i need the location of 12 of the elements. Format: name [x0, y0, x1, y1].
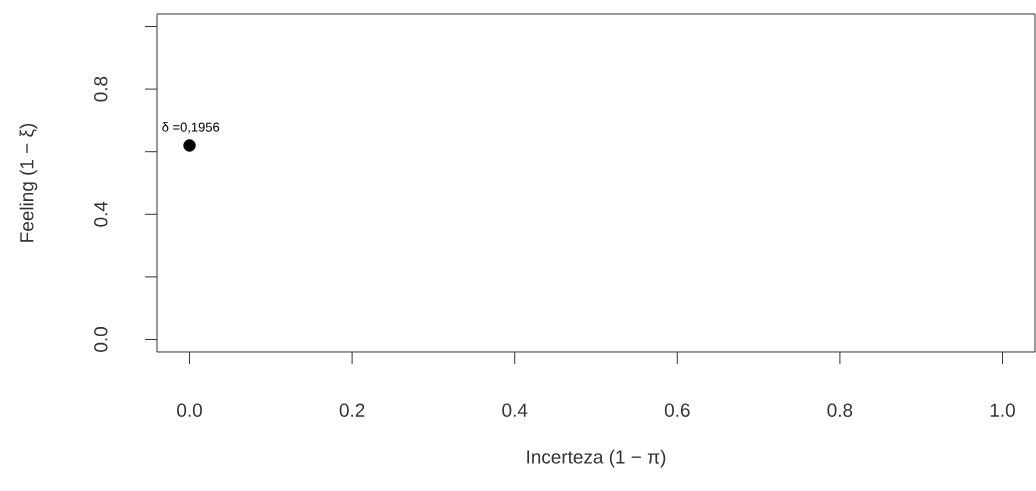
y-tick-label: 0.0 [94, 327, 108, 352]
x-tick-label: 0.4 [502, 403, 528, 417]
y-tick-label: 0.8 [94, 76, 108, 102]
x-tick-label: 0.2 [339, 403, 365, 417]
x-tick-label: 0.8 [827, 403, 853, 417]
y-axis-title: Feeling (1 − ξ) [19, 123, 38, 242]
x-tick-label: 0.6 [664, 403, 690, 417]
x-tick-label: 1.0 [990, 403, 1015, 417]
x-axis-title: Incerteza (1 − π) [527, 449, 666, 468]
annotation: δ =0,1956 [162, 122, 220, 134]
x-tick-label: 0.0 [177, 403, 202, 417]
y-tick-label: 0.4 [94, 201, 108, 227]
